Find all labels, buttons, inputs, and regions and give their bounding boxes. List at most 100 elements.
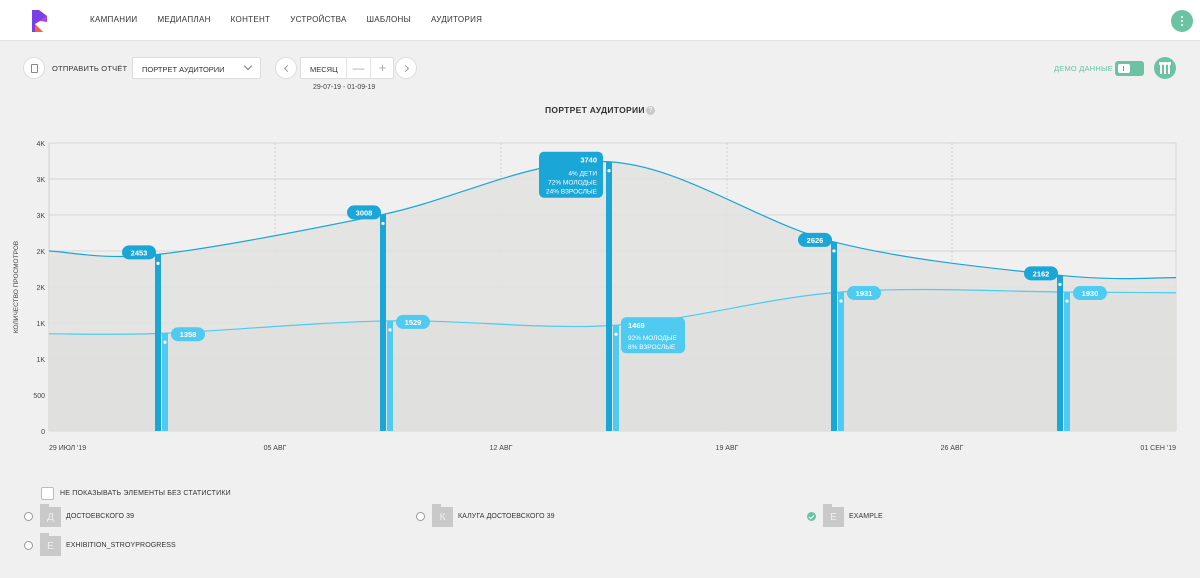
send-report-icon[interactable] [23, 57, 45, 79]
next-period-button[interactable] [395, 57, 417, 79]
upper-data-label-bubble [798, 232, 832, 247]
x-tick-label: 01 СЕН '19 [1140, 445, 1176, 452]
upper-data-label: 2453 [131, 248, 148, 257]
x-tick-label: 29 ИЮЛ '19 [49, 445, 86, 452]
device-name: КАЛУГА ДОСТОЕВСКОГО 39 [458, 513, 555, 520]
device-name: EXAMPLE [849, 513, 883, 520]
upper-tooltip-detail: 72% МОЛОДЫЕ [548, 180, 598, 187]
lower-bar [1064, 292, 1070, 431]
audience-chart: 4K 3K 3K 2K 2K 1K 1K 500 0 29 ИЮЛ '19 05 АВГ 12 АВГ… [13, 141, 1177, 452]
y-tick-label: 2K [36, 285, 45, 292]
nav-devices[interactable]: УСТРОЙСТВА [290, 15, 347, 24]
lower-area [49, 289, 1176, 431]
lower-bar [838, 291, 844, 431]
x-tick-label: 12 АВГ [490, 445, 513, 452]
zoom-out-button[interactable]: — [346, 58, 370, 78]
folder-icon: К [432, 504, 453, 527]
upper-bar [606, 161, 612, 431]
chart-title: ПОРТРЕТ АУДИТОРИИ [545, 105, 645, 115]
chevron-right-icon [401, 64, 410, 73]
hide-empty-checkbox[interactable] [41, 487, 54, 500]
upper-data-label: 2626 [807, 236, 824, 245]
device-radio[interactable] [416, 512, 425, 521]
nav-templates[interactable]: ШАБЛОНЫ [366, 15, 412, 24]
lower-bar [387, 320, 393, 431]
folder-icon: Д [40, 504, 61, 527]
zoom-in-button[interactable]: + [370, 58, 394, 78]
device-radio[interactable] [24, 541, 33, 550]
y-axis-label: КОЛИЧЕСТВО ПРОСМОТРОВ [13, 241, 20, 333]
chevron-down-icon [243, 61, 253, 71]
upper-tooltip-detail: 24% ВЗРОСЛЫЕ [546, 189, 598, 196]
lower-tooltip-detail: 92% МОЛОДЫЕ [628, 335, 678, 342]
period-label: МЕСЯЦ [310, 65, 338, 74]
more-menu-button[interactable] [1171, 10, 1193, 32]
lower-data-label: 1930 [1082, 289, 1099, 298]
y-tick-label: 3K [36, 177, 45, 184]
nav-content[interactable]: КОНТЕНТ [230, 15, 271, 24]
person-icon [1065, 299, 1069, 303]
person-icon [832, 249, 836, 253]
y-tick-label: 3K [36, 213, 45, 220]
person-icon [614, 332, 618, 336]
x-tick-label: 19 АВГ [716, 445, 739, 452]
period-stepper: МЕСЯЦ — + [300, 57, 394, 79]
send-report-button[interactable]: ОТПРАВИТЬ ОТЧЁТ [52, 64, 128, 73]
report-type-value: ПОРТРЕТ АУДИТОРИИ [142, 65, 225, 74]
lower-data-label: 1931 [856, 289, 873, 298]
lower-data-label: 1358 [180, 330, 197, 339]
person-icon [607, 169, 611, 173]
brand-logo[interactable] [29, 8, 51, 34]
person-icon [381, 221, 385, 226]
upper-data-label-bubble [1024, 266, 1058, 281]
nav-mediaplan[interactable]: МЕДИАПЛАН [157, 15, 211, 24]
folder-icon: E [40, 533, 61, 556]
device-radio[interactable] [24, 512, 33, 521]
upper-data-label: 2162 [1033, 269, 1050, 278]
main-nav: КАМПАНИИ МЕДИАПЛАН КОНТЕНТ УСТРОЙСТВА ША… [90, 15, 502, 24]
nav-campaigns[interactable]: КАМПАНИИ [90, 15, 138, 24]
top-bar: КАМПАНИИ МЕДИАПЛАН КОНТЕНТ УСТРОЙСТВА ША… [0, 0, 1200, 41]
upper-data-label: 3008 [356, 208, 373, 217]
upper-data-label-bubble [122, 245, 156, 260]
report-type-select[interactable]: ПОРТРЕТ АУДИТОРИИ [132, 57, 261, 79]
person-icon [388, 328, 392, 332]
device-name: ДОСТОЕВСКОГО 39 [66, 513, 135, 520]
lower-tooltip-value: 1469 [628, 321, 645, 330]
lower-data-label: 1529 [405, 318, 422, 327]
filter-settings-button[interactable] [1154, 57, 1176, 79]
upper-tooltip-value: 3740 [580, 156, 597, 165]
device-radio-checked[interactable] [807, 512, 816, 521]
lower-bar [613, 325, 619, 431]
upper-bar [380, 214, 386, 431]
lower-data-label-bubble [171, 327, 205, 342]
vertical-dots-icon [1181, 15, 1183, 27]
date-range: 29-07-19 - 01-09-19 [313, 84, 376, 91]
y-tick-label: 500 [33, 393, 45, 400]
chevron-left-icon [283, 64, 292, 73]
x-tick-label: 05 АВГ [264, 445, 287, 452]
demo-data-label: ДЕМО ДАННЫЕ [1054, 64, 1114, 73]
upper-bar [1057, 275, 1063, 431]
lower-tooltip-detail: 8% ВЗРОСЛЫЕ [628, 344, 676, 351]
lower-data-label-bubble [396, 314, 430, 329]
lower-bar [162, 333, 168, 431]
device-name: EXHIBITION_STROYPROGRESS [66, 542, 176, 549]
nav-audience[interactable]: АУДИТОРИЯ [431, 15, 483, 24]
demo-data-toggle[interactable] [1115, 61, 1144, 76]
help-icon[interactable]: ? [646, 106, 655, 115]
person-icon [163, 340, 167, 344]
upper-tooltip [539, 151, 603, 198]
upper-bar [155, 254, 161, 431]
lower-data-label-bubble [1073, 286, 1107, 301]
y-tick-label: 2K [36, 249, 45, 256]
y-tick-label: 1K [36, 321, 45, 328]
prev-period-button[interactable] [275, 57, 297, 79]
person-icon [156, 261, 160, 265]
sliders-icon [1159, 62, 1163, 74]
hide-empty-label: НЕ ПОКАЗЫВАТЬ ЭЛЕМЕНТЫ БЕЗ СТАТИСТИКИ [60, 490, 231, 497]
folder-icon: E [823, 504, 844, 527]
x-tick-label: 26 АВГ [941, 445, 964, 452]
y-tick-label: 0 [41, 429, 45, 436]
upper-data-label-bubble [347, 205, 381, 220]
